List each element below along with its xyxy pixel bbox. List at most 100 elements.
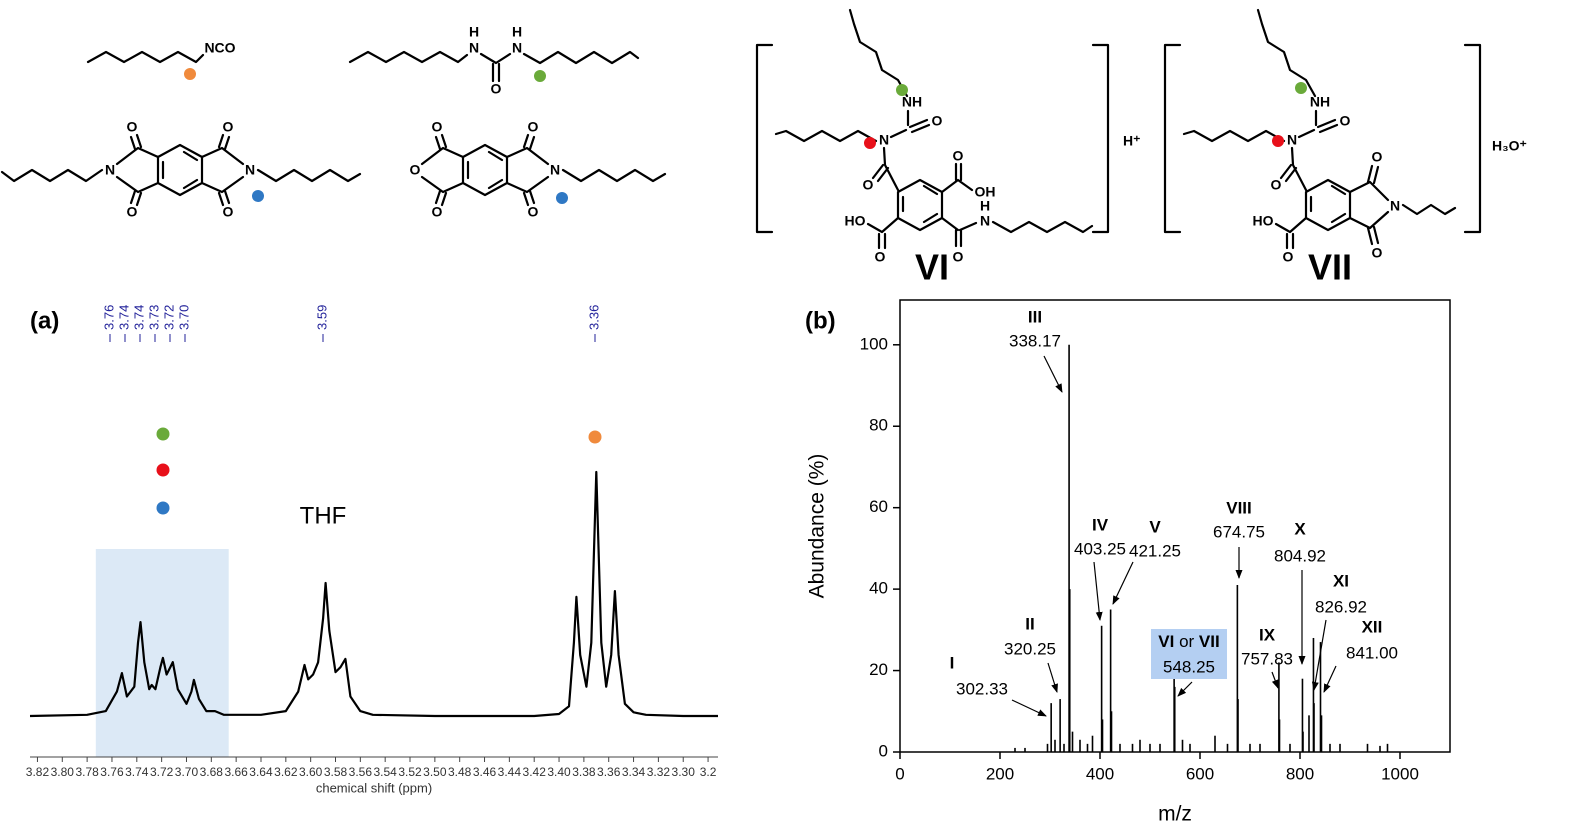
annotation-mz: 674.75 bbox=[1213, 522, 1265, 541]
annotation-name-part: VII bbox=[1199, 632, 1220, 651]
atom-label: N bbox=[550, 162, 560, 178]
marker-dot bbox=[588, 430, 602, 444]
annotation-mz: 548.25 bbox=[1163, 657, 1215, 676]
x-tick-label: 3.36 bbox=[597, 765, 621, 779]
x-tick-label: 600 bbox=[1186, 764, 1214, 783]
atom-label: HO bbox=[1253, 213, 1274, 229]
x-tick-label: 3.2 bbox=[700, 765, 717, 779]
atom-label: NCO bbox=[204, 40, 235, 56]
x-tick-label: 3.44 bbox=[498, 765, 522, 779]
marker-dot bbox=[1272, 135, 1284, 147]
annotation-name-part: VI bbox=[1158, 632, 1174, 651]
annotation-arrow bbox=[1047, 662, 1058, 693]
annotation-name: I bbox=[950, 653, 955, 672]
x-tick-label: 3.34 bbox=[622, 765, 646, 779]
marker-dot bbox=[156, 501, 170, 515]
atom-label: O bbox=[953, 148, 964, 164]
nmr-decor bbox=[156, 427, 602, 515]
atom-label: O bbox=[1372, 245, 1383, 261]
atom-label: H bbox=[512, 24, 522, 40]
y-tick-label: 40 bbox=[869, 579, 888, 598]
x-tick-label: 800 bbox=[1286, 764, 1314, 783]
ion-label: H₃O⁺ bbox=[1492, 138, 1527, 154]
x-tick-label: 3.30 bbox=[672, 765, 696, 779]
peak-label: 3.72 bbox=[161, 305, 176, 330]
highlight-region bbox=[95, 549, 229, 757]
x-tick-label: 3.82 bbox=[26, 765, 50, 779]
x-tick-label: 3.66 bbox=[224, 765, 248, 779]
marker-dot bbox=[1295, 82, 1307, 94]
atom-label: O bbox=[432, 119, 443, 135]
x-tick-label: 3.64 bbox=[249, 765, 273, 779]
y-axis-label: Abundance (%) bbox=[806, 454, 829, 599]
peak-label: 3.74 bbox=[116, 305, 131, 330]
bond bbox=[0, 133, 362, 207]
peak-label: 3.59 bbox=[314, 305, 329, 330]
atom-label: O bbox=[932, 113, 943, 129]
marker-dot bbox=[864, 137, 876, 149]
x-tick-label: 3.80 bbox=[51, 765, 75, 779]
x-tick-label: 3.78 bbox=[75, 765, 99, 779]
annotation-arrow bbox=[1112, 561, 1134, 605]
y-tick-label: 0 bbox=[879, 741, 888, 760]
bond bbox=[86, 50, 205, 64]
x-tick-label: 3.42 bbox=[523, 765, 547, 779]
x-tick-label: 3.62 bbox=[274, 765, 298, 779]
atom-label: H bbox=[980, 198, 990, 214]
marker-dot bbox=[534, 70, 546, 82]
annotation-mz: 826.92 bbox=[1315, 597, 1367, 616]
annotation-mz: 320.25 bbox=[1004, 639, 1056, 658]
annotation-mz: 804.92 bbox=[1274, 546, 1326, 565]
annotation-mz: 757.83 bbox=[1241, 649, 1293, 668]
atom-label: O bbox=[410, 162, 421, 178]
atom-label: N bbox=[1390, 198, 1400, 214]
x-tick-label: 400 bbox=[1086, 764, 1114, 783]
annotation-mz: 302.33 bbox=[956, 679, 1008, 698]
peak-label: 3.73 bbox=[146, 305, 161, 330]
x-tick-label: 3.32 bbox=[647, 765, 671, 779]
x-tick-label: 3.68 bbox=[200, 765, 224, 779]
x-tick-label: 3.54 bbox=[373, 765, 397, 779]
annotation-arrow bbox=[1311, 619, 1327, 691]
atom-label: NH bbox=[1310, 94, 1330, 110]
annotation-arrow bbox=[1177, 681, 1193, 697]
panel-label: (b) bbox=[805, 307, 836, 334]
x-axis-label: m/z bbox=[1158, 803, 1192, 826]
x-tick-label: 3.48 bbox=[448, 765, 472, 779]
annotation-name: XI bbox=[1333, 571, 1349, 590]
annotation-box bbox=[1151, 629, 1227, 679]
annotation-arrow bbox=[1271, 671, 1279, 689]
x-tick-label: 3.50 bbox=[423, 765, 447, 779]
atom-label: O bbox=[491, 81, 502, 97]
x-tick-label: 3.76 bbox=[100, 765, 124, 779]
annotation-mz: 403.25 bbox=[1074, 539, 1126, 558]
annotation-name: IV bbox=[1092, 515, 1109, 534]
annotation-name: II bbox=[1025, 614, 1034, 633]
atom-label: NH bbox=[902, 94, 922, 110]
atom-label: O bbox=[1271, 177, 1282, 193]
x-tick-label: 3.60 bbox=[299, 765, 323, 779]
peak-label: 3.76 bbox=[101, 305, 116, 330]
annotation-name-part: or bbox=[1179, 632, 1194, 651]
atom-label: O bbox=[953, 249, 964, 265]
x-tick-label: 0 bbox=[895, 764, 904, 783]
peak-label: 3.74 bbox=[131, 305, 146, 330]
atom-label: O bbox=[863, 177, 874, 193]
atom-label: O bbox=[528, 204, 539, 220]
atom-label: O bbox=[223, 119, 234, 135]
y-tick-label: 60 bbox=[869, 497, 888, 516]
x-tick-label: 3.74 bbox=[125, 765, 149, 779]
x-tick-label: 3.72 bbox=[150, 765, 174, 779]
x-tick-label: 3.58 bbox=[324, 765, 348, 779]
atom-label: H bbox=[469, 24, 479, 40]
y-tick-label: 80 bbox=[869, 416, 888, 435]
atom-label: N bbox=[879, 132, 889, 148]
atom-label: O bbox=[127, 119, 138, 135]
annotation-mz: 338.17 bbox=[1009, 331, 1061, 350]
peak-label: 3.36 bbox=[586, 305, 601, 330]
atom-label: HO bbox=[845, 213, 866, 229]
x-tick-label: 3.46 bbox=[473, 765, 497, 779]
annotation-arrow bbox=[1323, 665, 1337, 693]
